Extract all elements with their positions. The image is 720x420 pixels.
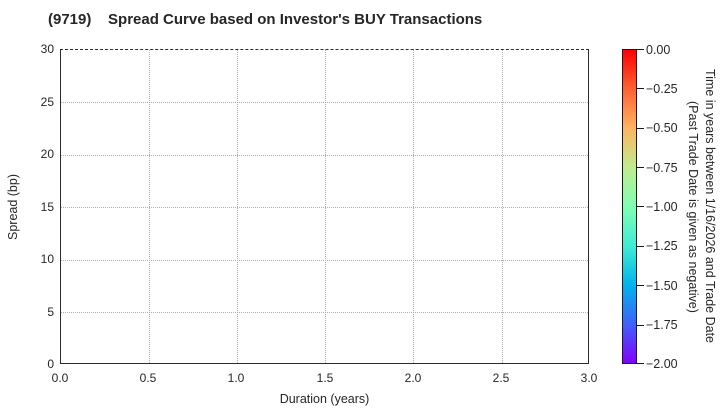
y-axis-label: Spread (bp) <box>6 173 20 241</box>
colorbar-tick-label: −0.25 <box>646 82 678 96</box>
gridline-vertical <box>502 50 503 363</box>
gridline-vertical <box>237 50 238 363</box>
x-tick-label: 1.5 <box>316 371 334 385</box>
colorbar-tick <box>637 363 644 364</box>
x-tick-label: 2.0 <box>404 371 422 385</box>
colorbar-tick-label: −0.75 <box>646 161 678 175</box>
y-tick-label: 25 <box>40 95 54 109</box>
plot-area <box>60 49 589 364</box>
y-tick-label: 30 <box>40 42 54 56</box>
colorbar-label: Time in years between 1/16/2026 and Trad… <box>680 49 718 364</box>
y-tick-label: 20 <box>40 147 54 161</box>
x-tick-label: 2.5 <box>492 371 510 385</box>
colorbar-label-line2: (Past Trade Date is given as negative) <box>686 100 700 313</box>
colorbar-tick <box>637 246 644 247</box>
x-tick-label: 0.0 <box>51 371 69 385</box>
y-tick-label: 0 <box>47 357 54 371</box>
colorbar-tick <box>637 325 644 326</box>
y-tick-label: 5 <box>47 305 54 319</box>
x-tick-label: 3.0 <box>580 371 598 385</box>
colorbar-tick-label: −0.50 <box>646 121 678 135</box>
colorbar-tick-label: −2.00 <box>646 357 678 371</box>
gridline-horizontal <box>61 102 588 103</box>
gridline-vertical <box>149 50 150 363</box>
x-tick-label: 1.0 <box>227 371 245 385</box>
colorbar-tick <box>637 88 644 89</box>
colorbar-tick <box>637 206 644 207</box>
x-axis-label: Duration (years) <box>279 392 370 406</box>
gridline-horizontal <box>61 155 588 156</box>
colorbar-tick-label: −1.25 <box>646 239 678 253</box>
gridline-horizontal <box>61 207 588 208</box>
y-tick-label: 10 <box>40 252 54 266</box>
colorbar-tick-label: −1.50 <box>646 279 678 293</box>
colorbar-tick <box>637 285 644 286</box>
colorbar-label-line1: Time in years between 1/16/2026 and Trad… <box>703 69 717 344</box>
colorbar-tick-label: −1.00 <box>646 200 678 214</box>
gridline-horizontal <box>61 260 588 261</box>
colorbar-tick-label: 0.00 <box>646 43 671 57</box>
colorbar-tick <box>637 49 644 50</box>
x-tick-label: 0.5 <box>139 371 157 385</box>
gridline-horizontal <box>61 312 588 313</box>
colorbar-gradient <box>622 49 637 364</box>
colorbar-tick <box>637 167 644 168</box>
gridline-vertical <box>413 50 414 363</box>
colorbar-tick <box>637 128 644 129</box>
gridline-vertical <box>325 50 326 363</box>
chart-title: (9719) Spread Curve based on Investor's … <box>48 11 483 28</box>
colorbar-tick-label: −1.75 <box>646 318 678 332</box>
y-tick-label: 15 <box>40 200 54 214</box>
